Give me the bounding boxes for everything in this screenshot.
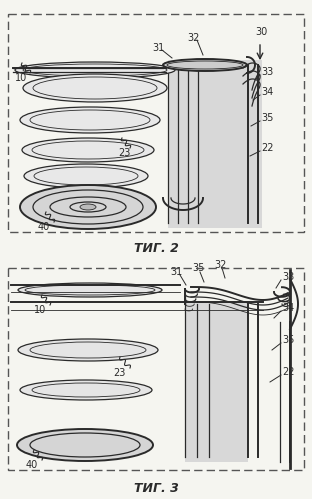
Text: 40: 40 — [26, 460, 38, 470]
Bar — [8, 268, 304, 470]
Text: 32: 32 — [214, 260, 227, 270]
Bar — [8, 14, 304, 232]
Text: 23: 23 — [113, 368, 125, 378]
Text: 31: 31 — [170, 267, 182, 277]
Text: 40: 40 — [38, 222, 50, 232]
Text: 23: 23 — [118, 148, 130, 158]
Text: 35: 35 — [192, 263, 204, 273]
Bar — [185, 302, 248, 462]
Text: 22: 22 — [261, 143, 274, 153]
Ellipse shape — [80, 204, 96, 210]
Text: 34: 34 — [261, 87, 273, 97]
Text: 10: 10 — [34, 305, 46, 315]
Ellipse shape — [15, 62, 175, 78]
Text: 30: 30 — [255, 27, 267, 37]
Text: 10: 10 — [15, 73, 27, 83]
Ellipse shape — [20, 185, 156, 229]
Text: ΤИГ. 2: ΤИГ. 2 — [134, 242, 178, 254]
Text: 33: 33 — [282, 272, 294, 282]
Text: 35: 35 — [282, 335, 295, 345]
Ellipse shape — [22, 138, 154, 162]
Text: 31: 31 — [152, 43, 164, 53]
Ellipse shape — [20, 380, 152, 400]
Text: 22: 22 — [282, 367, 295, 377]
Ellipse shape — [20, 107, 160, 133]
Text: 32: 32 — [187, 33, 199, 43]
Ellipse shape — [23, 74, 167, 102]
Text: 33: 33 — [261, 67, 273, 77]
Ellipse shape — [18, 283, 162, 297]
Bar — [168, 60, 262, 228]
Ellipse shape — [18, 339, 158, 361]
Text: 35: 35 — [261, 113, 273, 123]
Ellipse shape — [163, 59, 247, 71]
Ellipse shape — [17, 429, 153, 461]
Text: ΤИГ. 3: ΤИГ. 3 — [134, 482, 178, 495]
Text: 34: 34 — [282, 303, 294, 313]
Ellipse shape — [24, 164, 148, 188]
